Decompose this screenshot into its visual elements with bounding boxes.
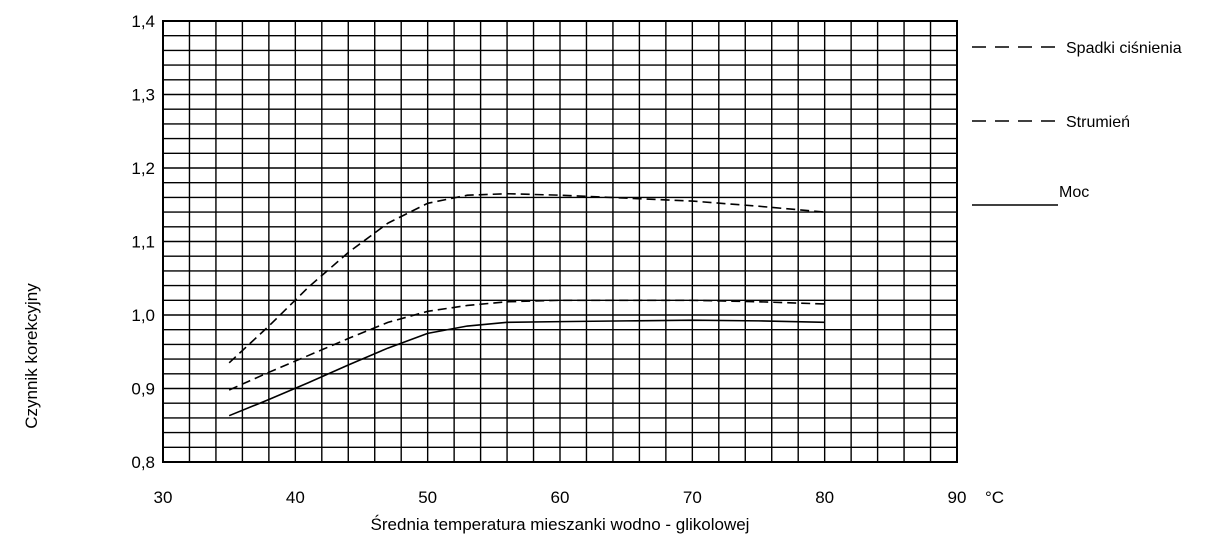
x-tick-label: 90 <box>948 488 967 507</box>
legend: Spadki ciśnienia Strumień Moc <box>972 40 1182 206</box>
y-tick-labels: 0,8 0,9 1,0 1,1 1,2 1,3 1,4 <box>131 12 155 472</box>
y-tick-label: 1,4 <box>131 12 155 31</box>
y-tick-label: 1,3 <box>131 86 155 105</box>
legend-label: Moc <box>1059 184 1089 201</box>
y-axis-title: Czynnik korekcyjny <box>22 283 41 429</box>
series-lines <box>228 192 825 417</box>
series-line <box>228 299 825 391</box>
legend-label: Strumień <box>1066 114 1130 131</box>
y-tick-label: 0,8 <box>131 453 155 472</box>
y-tick-label: 1,2 <box>131 159 155 178</box>
x-unit-label: °C <box>985 488 1004 507</box>
x-tick-labels: 30 40 50 60 70 80 90 <box>154 488 967 507</box>
x-tick-label: 50 <box>418 488 437 507</box>
series-line <box>228 319 825 417</box>
grid-lines <box>163 21 957 462</box>
x-tick-label: 60 <box>551 488 570 507</box>
x-tick-label: 80 <box>815 488 834 507</box>
y-tick-label: 1,1 <box>131 233 155 252</box>
x-tick-label: 40 <box>286 488 305 507</box>
x-tick-label: 70 <box>683 488 702 507</box>
plot-frame <box>162 20 958 463</box>
x-tick-label: 30 <box>154 488 173 507</box>
y-tick-label: 1,0 <box>131 306 155 325</box>
x-axis-title: Średnia temperatura mieszanki wodno - gl… <box>371 515 750 534</box>
legend-label: Spadki ciśnienia <box>1066 40 1182 57</box>
series-line <box>228 192 825 364</box>
y-tick-label: 0,9 <box>131 380 155 399</box>
